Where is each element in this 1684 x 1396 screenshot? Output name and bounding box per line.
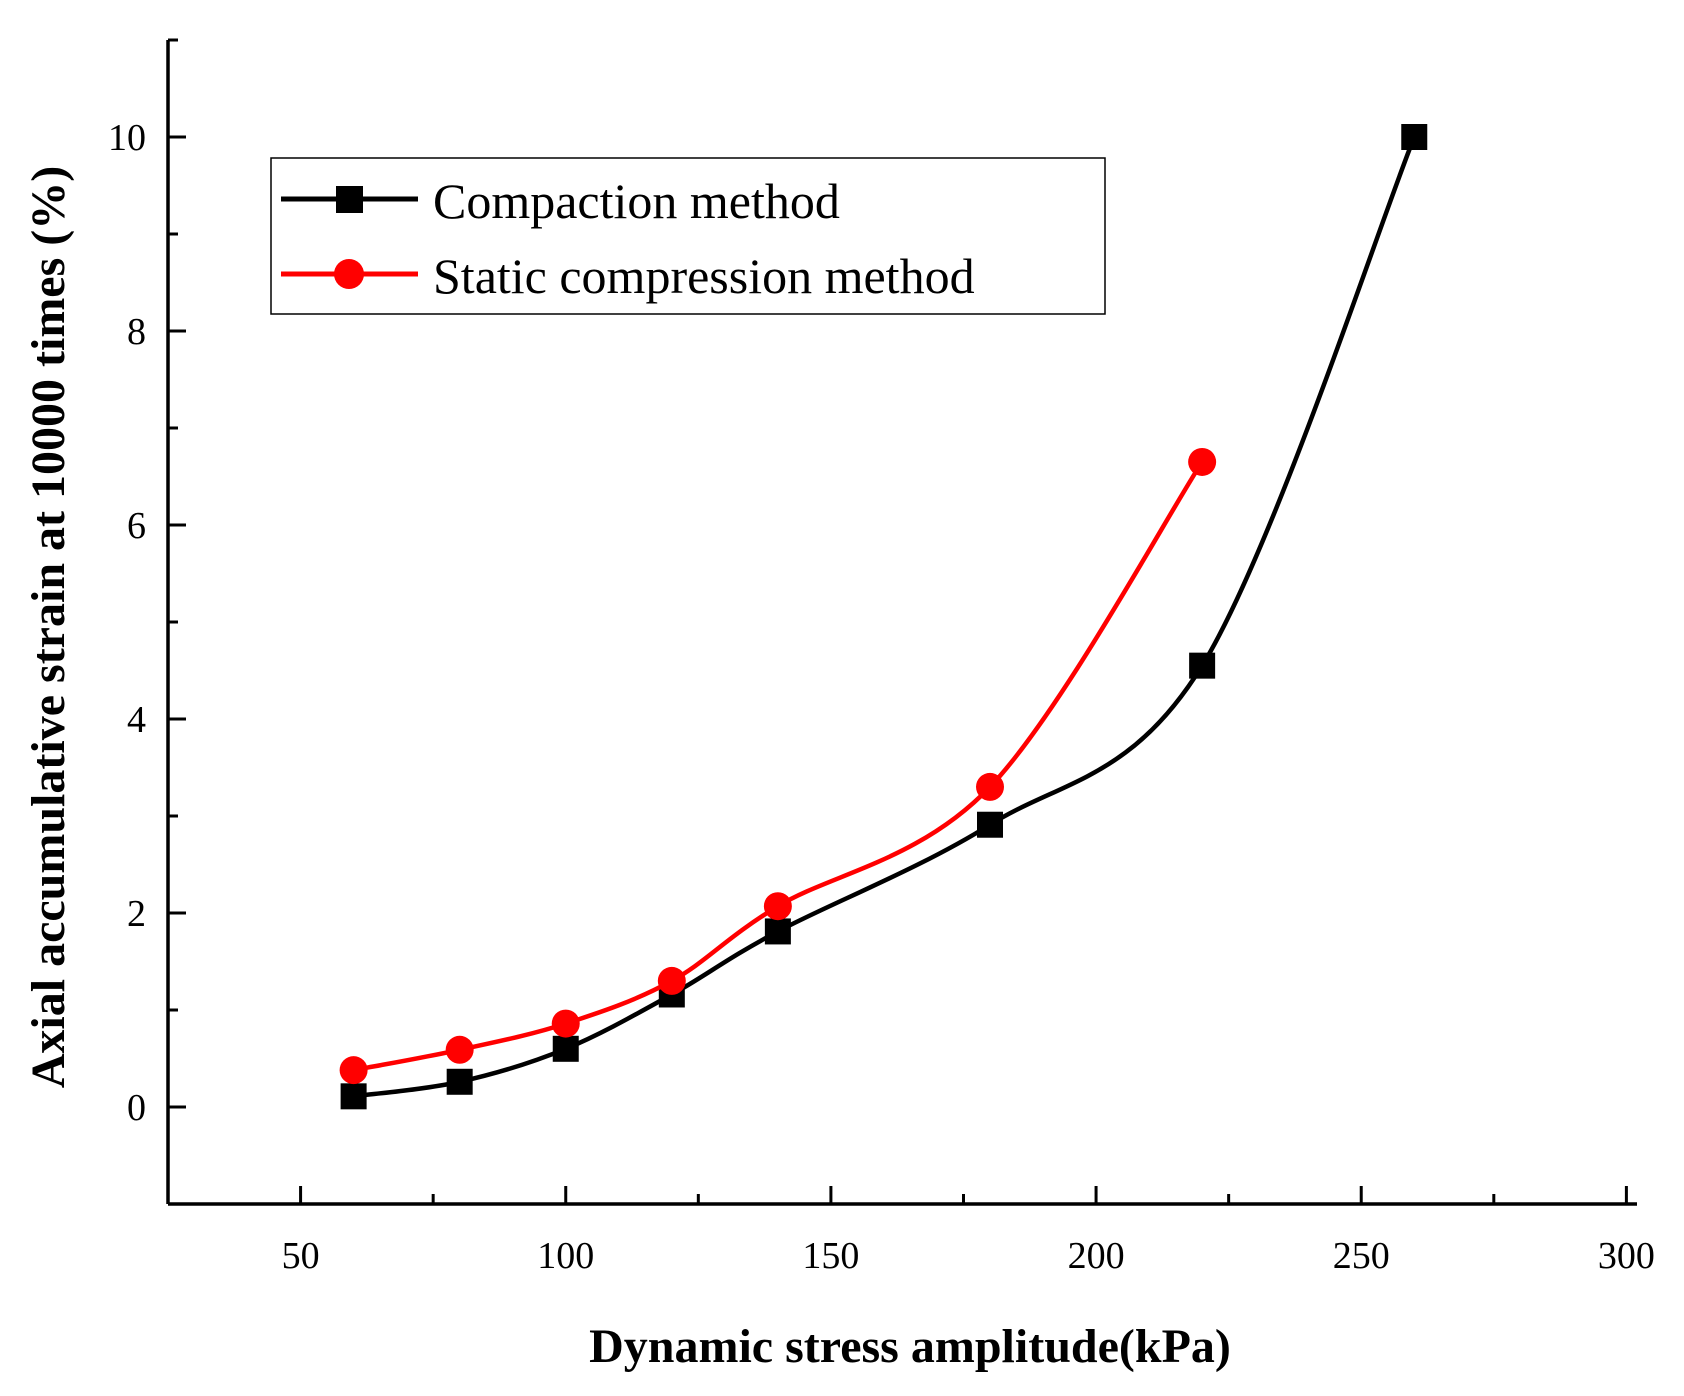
data-point-square <box>1189 652 1216 679</box>
y-tick-label: 6 <box>127 505 146 547</box>
legend-box <box>270 157 1106 315</box>
y-tick-label: 4 <box>127 699 146 741</box>
x-tick-label: 300 <box>1598 1235 1655 1277</box>
data-point-circle <box>339 1056 368 1085</box>
axes-layer: 50 100 150 200 250 300 0 2 4 6 8 10 <box>108 38 1655 1277</box>
series-static-compression <box>339 447 1217 1085</box>
legend: Compaction method Static compression met… <box>270 157 1106 315</box>
x-tick-label: 150 <box>802 1235 859 1277</box>
data-point-square <box>977 811 1004 838</box>
data-point-circle <box>976 772 1005 801</box>
data-point-circle <box>1188 447 1217 476</box>
data-point-circle <box>445 1035 474 1064</box>
y-tick-label: 0 <box>127 1087 146 1129</box>
x-axis-title: Dynamic stress amplitude(kPa) <box>589 1320 1231 1373</box>
data-point-circle <box>551 1009 580 1038</box>
data-point-square <box>1401 124 1428 150</box>
y-tick-label: 10 <box>108 117 146 159</box>
series-compaction <box>340 124 1428 1110</box>
legend-label-compaction: Compaction method <box>433 173 840 229</box>
data-point-circle <box>657 966 686 995</box>
series-line <box>353 460 1205 1073</box>
data-point-square <box>764 918 791 945</box>
data-point-circle <box>763 892 792 921</box>
data-point-square <box>552 1035 579 1062</box>
legend-label-static: Static compression method <box>433 248 975 304</box>
data-point-square <box>340 1083 367 1110</box>
x-tick-label: 250 <box>1333 1235 1390 1277</box>
x-tick-label: 100 <box>537 1235 594 1277</box>
legend-marker-square <box>336 186 363 213</box>
x-tick-label: 200 <box>1068 1235 1125 1277</box>
x-tick-label: 50 <box>282 1235 320 1277</box>
data-point-square <box>446 1068 473 1095</box>
y-tick-label: 2 <box>127 893 146 935</box>
series-layer <box>339 124 1428 1110</box>
y-tick-label: 8 <box>127 311 146 353</box>
series-line <box>353 136 1417 1099</box>
y-axis-title: Axial accumulative strain at 10000 times… <box>22 166 75 1089</box>
legend-marker-circle <box>334 259 364 289</box>
